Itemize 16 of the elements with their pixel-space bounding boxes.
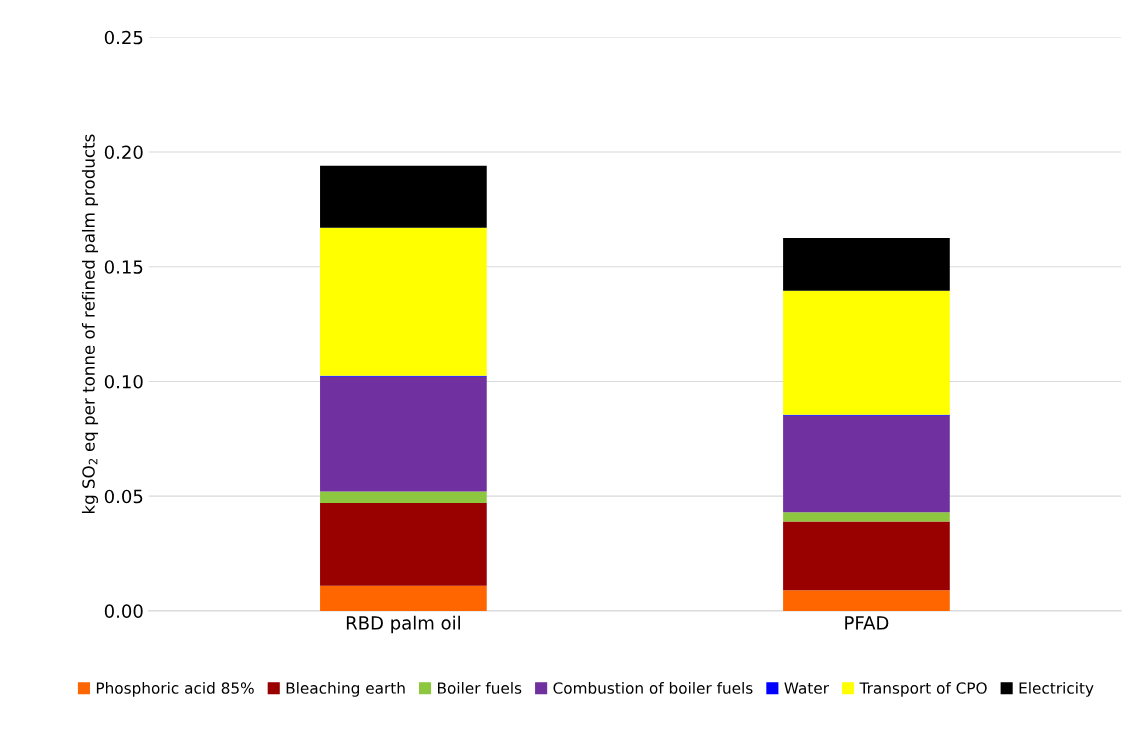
x-tick-label: PFAD xyxy=(845,616,889,630)
legend-label: Boiler fuels xyxy=(438,682,522,694)
y-tick-label: 0.20 xyxy=(104,145,143,160)
x-tick-label: RBD palm oil xyxy=(346,615,460,634)
y-axis-title: kg SO$_{2}$ eq per tonne of refined palm products xyxy=(81,134,99,514)
y-tick-label: 0.10 xyxy=(104,374,143,389)
legend-label: Transport of CPO xyxy=(859,682,987,697)
y-tick-label: 0.05 xyxy=(104,489,143,504)
legend-label: Bleaching earth xyxy=(286,682,405,697)
y-tick-label: 0.15 xyxy=(104,260,143,274)
y-tick-label: 0.00 xyxy=(104,604,143,619)
legend-label: Phosphoric acid 85% xyxy=(96,682,254,697)
y-tick-label: 0.25 xyxy=(104,30,143,45)
legend-label: Water xyxy=(784,682,829,694)
legend-label: Combustion of boiler fuels xyxy=(553,682,753,694)
legend-label: Electricity xyxy=(1019,682,1094,697)
